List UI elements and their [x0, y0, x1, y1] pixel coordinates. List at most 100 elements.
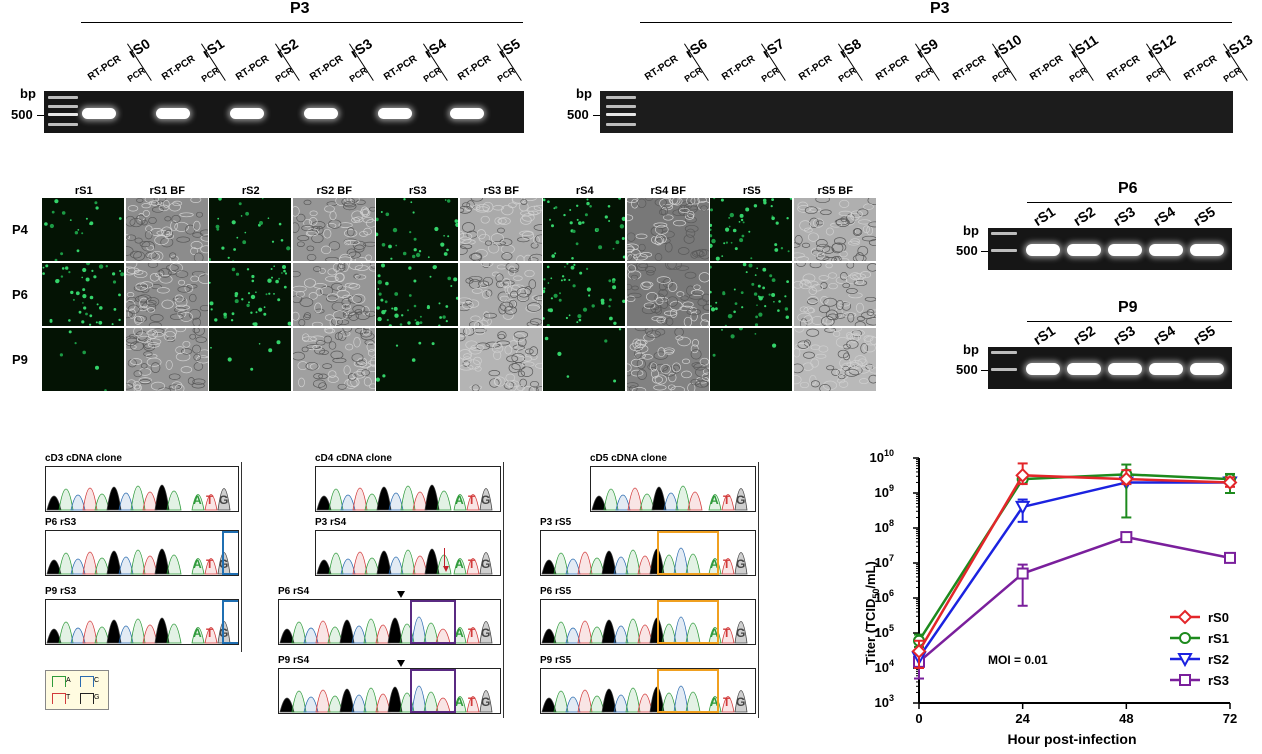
cell-texture [292, 263, 375, 326]
data-point-marker [1014, 500, 1031, 516]
sample-label: rS6 [682, 35, 710, 61]
chart-y-label-tail: /mL) [863, 561, 878, 588]
base-letter: G [736, 695, 746, 709]
base-letter: A [455, 557, 464, 571]
sample-label: rS1 [199, 35, 227, 61]
gel-band [1149, 363, 1183, 375]
gel-title: P9 [1118, 299, 1138, 316]
data-point-marker [1224, 551, 1236, 564]
micrograph-column-label: rS4 [575, 185, 594, 197]
chart-y-label-sub: 50 [871, 589, 881, 599]
data-point-marker [1179, 632, 1191, 644]
gel-image [988, 347, 1232, 389]
gel-right-marker-tick [593, 115, 601, 116]
fluorescence-image [209, 198, 291, 261]
gel-band [82, 108, 116, 119]
chromatogram-label: P3 rS5 [540, 517, 572, 528]
y-tick-label: 108 [875, 518, 894, 535]
y-tick-exp: 9 [889, 483, 894, 493]
fluorescent-cells [712, 328, 777, 357]
base-letter: T [723, 626, 731, 640]
y-tick-base: 10 [875, 485, 889, 500]
bp-label: bp [963, 223, 979, 238]
chromatogram-label: P3 rS4 [315, 517, 347, 528]
y-tick-base: 10 [875, 625, 889, 640]
series-line [918, 535, 1231, 663]
chromatogram-peaks [279, 616, 493, 644]
cell-texture [459, 263, 542, 326]
chromatogram-peaks [316, 484, 493, 511]
ladder-band [991, 368, 1017, 371]
base-letter: A [710, 493, 719, 507]
ladder-band [606, 105, 636, 108]
brightfield-image [125, 198, 208, 261]
highlight-box [410, 600, 456, 644]
ladder-band [48, 123, 78, 126]
brightfield-image [459, 263, 542, 326]
chromatogram-label: P6 rS4 [278, 586, 310, 597]
cell-texture [125, 328, 208, 391]
base-letter: G [736, 557, 746, 571]
brightfield-image [626, 263, 709, 326]
lane-label-rtpcr: RT-PCR [874, 53, 912, 83]
column-separator [503, 462, 504, 718]
marker-label: 500 [956, 362, 978, 377]
y-tick-label: 109 [875, 483, 894, 500]
micrograph-column-label: rS2 BF [316, 185, 352, 197]
lane-label: rS3 [1110, 322, 1138, 348]
fluorescence-image [543, 198, 625, 261]
mutation-arrow [443, 566, 449, 572]
lane-label-rtpcr: RT-PCR [382, 53, 420, 83]
chromatogram-label: P9 rS5 [540, 655, 572, 666]
y-tick-exp: 10 [884, 448, 894, 458]
chromatogram-peaks [541, 685, 748, 713]
legend-base-label: A [66, 677, 71, 684]
x-tick-label: 0 [915, 711, 922, 726]
y-tick-label: 105 [875, 623, 894, 640]
brightfield-image [459, 198, 542, 261]
micrograph-column-label: rS2 [241, 185, 260, 197]
fluorescent-cells [376, 263, 458, 326]
fluorescence-image [710, 198, 792, 261]
fluorescence-image [42, 328, 124, 391]
gel-right-marker-label: 500 [567, 107, 589, 122]
base-letter: T [723, 695, 731, 709]
sample-label: rS5 [495, 35, 523, 61]
gel-band [230, 108, 264, 119]
series-line [917, 474, 1231, 652]
cell-texture [292, 198, 375, 261]
gel-band [1067, 244, 1101, 256]
chart-y-label-main: Titer (TCID [863, 599, 878, 665]
chromatogram-peaks [46, 548, 231, 575]
gel-band [1190, 244, 1224, 256]
data-point-marker [1177, 609, 1193, 625]
marker-tick [981, 251, 989, 252]
sample-label: rS2 [273, 35, 301, 61]
gel-left-bp-label: bp [20, 86, 36, 101]
lane-label-rtpcr: RT-PCR [456, 53, 494, 83]
fluorescent-cells [209, 198, 291, 261]
sample-label: rS9 [913, 35, 941, 61]
highlight-box [657, 669, 719, 713]
base-letter: A [710, 557, 719, 571]
brightfield-image [793, 198, 876, 261]
base-letter: T [723, 557, 731, 571]
fluorescence-image [376, 198, 458, 261]
y-tick-base: 10 [875, 695, 889, 710]
lane-label-rtpcr: RT-PCR [86, 53, 124, 83]
fluorescence-image [543, 328, 625, 391]
y-tick-exp: 5 [889, 623, 894, 633]
legend-base-label: T [66, 694, 71, 701]
fluorescent-cells [543, 263, 625, 326]
insertion-marker [397, 660, 405, 667]
micrograph-column-label: rS1 BF [149, 185, 185, 197]
column-separator [758, 462, 759, 718]
gel-right-bp-label: bp [576, 86, 592, 101]
base-letter: T [468, 695, 476, 709]
chart-legend: rS0 rS1 rS2 rS3 [1170, 609, 1229, 688]
gel-left-image [44, 91, 524, 133]
